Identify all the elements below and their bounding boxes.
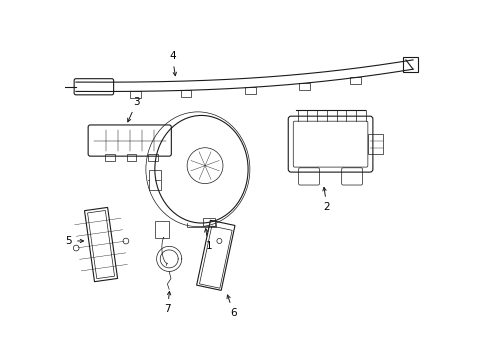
Text: 4: 4 (169, 51, 176, 76)
Text: 6: 6 (226, 295, 236, 318)
Text: 1: 1 (204, 229, 211, 251)
Text: 3: 3 (127, 97, 140, 122)
Text: 2: 2 (322, 188, 329, 212)
Text: 5: 5 (65, 236, 83, 246)
Text: 7: 7 (164, 292, 170, 314)
